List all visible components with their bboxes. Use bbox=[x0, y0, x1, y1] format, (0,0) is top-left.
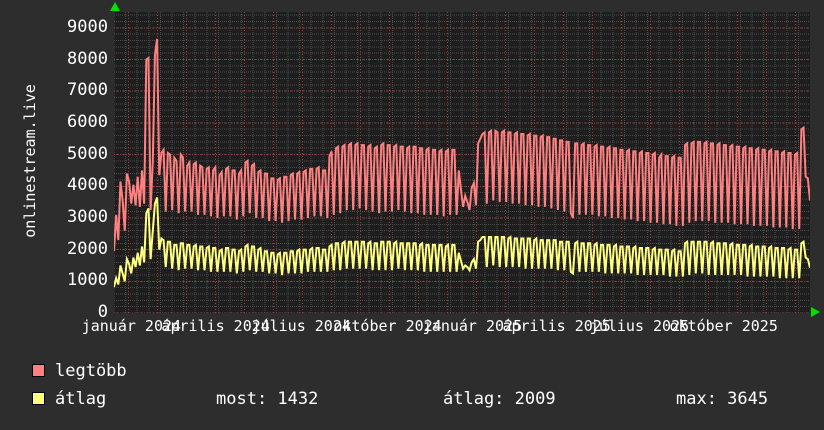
y-tick-label: 2000 bbox=[67, 238, 108, 259]
x-tick-label: október 2024 bbox=[333, 317, 442, 335]
legend: legtöbb átlag most: 1432 átlag: 2009 max… bbox=[0, 356, 824, 430]
x-tick-label: január 2024 bbox=[81, 317, 182, 335]
x-tick-label: július 2024 bbox=[251, 317, 351, 335]
y-axis-arrow-icon bbox=[110, 2, 120, 11]
x-axis-arrow-icon bbox=[811, 307, 820, 317]
y-tick-label: 0 bbox=[97, 302, 108, 322]
y-tick-label: 6000 bbox=[67, 111, 108, 132]
y-tick-label: 7000 bbox=[67, 80, 108, 101]
color-swatch-icon bbox=[32, 392, 45, 405]
stat-maximum: max: 3645 bbox=[676, 389, 769, 409]
plot-area bbox=[114, 12, 810, 313]
y-tick-label: 5000 bbox=[67, 143, 108, 164]
legend-row-atlag: átlag most: 1432 átlag: 2009 max: 3645 bbox=[0, 386, 824, 412]
legend-item-label-0: legtöbb bbox=[55, 361, 127, 381]
x-tick-label: július 2025 bbox=[589, 317, 690, 335]
x-tick-label: április 2025 bbox=[502, 317, 611, 335]
legend-item-label-1: átlag bbox=[55, 389, 107, 409]
stat-average: átlag: 2009 bbox=[443, 389, 556, 409]
y-tick-label: 1000 bbox=[67, 270, 108, 291]
stat-current: most: 1432 bbox=[216, 389, 319, 409]
y-tick-label: 3000 bbox=[67, 206, 108, 227]
y-tick-label: 8000 bbox=[67, 48, 108, 69]
y-tick-label: 9000 bbox=[67, 16, 108, 37]
x-axis-tick-labels: január 2024 április 2024 július 2024 októbe… bbox=[0, 316, 824, 340]
legend-row-legtobb: legtöbb bbox=[0, 358, 824, 384]
x-tick-label: október 2025 bbox=[669, 317, 778, 335]
color-swatch-icon bbox=[32, 364, 45, 377]
x-tick-label: április 2024 bbox=[161, 317, 270, 335]
y-axis-tick-labels: 0 1000 2000 3000 4000 5000 6000 7000 8000 9000 bbox=[0, 0, 108, 330]
chart-canvas bbox=[114, 12, 810, 313]
y-tick-label: 4000 bbox=[67, 175, 108, 196]
x-tick-label: január 2025 bbox=[422, 317, 523, 335]
